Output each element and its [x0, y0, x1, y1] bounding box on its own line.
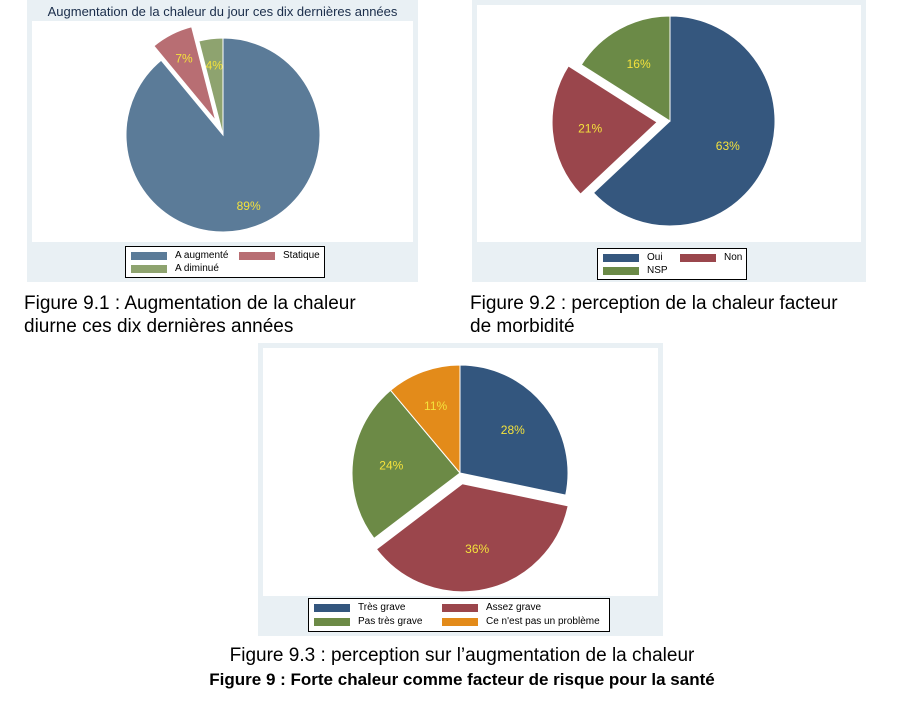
legend-label: Assez grave	[486, 602, 542, 613]
legend-swatch	[603, 254, 639, 262]
legend-swatch	[131, 265, 167, 273]
chart-2-plot-area: 63% 21% 16%	[477, 5, 861, 242]
chart-1-legend: A augmenté Statique A diminué	[125, 246, 325, 278]
legend-swatch	[442, 604, 478, 612]
chart-3-pie: 28% 36% 24% 11%	[351, 364, 569, 593]
chart-1-pie: 89% 7% 4%	[125, 26, 321, 233]
legend-swatch	[131, 252, 167, 260]
pie-slice-oui	[592, 15, 776, 227]
legend-label: Très grave	[358, 602, 406, 613]
pie-slice-statique	[153, 26, 217, 122]
legend-label: Pas très grave	[358, 616, 423, 627]
pie-data-label: 11%	[424, 399, 447, 413]
legend-label: A augmenté	[175, 250, 229, 261]
pie-data-label: 7%	[175, 52, 193, 66]
legend-label: NSP	[647, 265, 668, 276]
legend-swatch	[314, 618, 350, 626]
figure-9-2-caption-line-1: Figure 9.2 : perception de la chaleur fa…	[470, 293, 838, 314]
pie-data-label: 24%	[379, 458, 403, 472]
chart-1-panel: Augmentation de la chaleur du jour ces d…	[27, 0, 418, 282]
figure-9-1-caption-line-1: Figure 9.1 : Augmentation de la chaleur	[24, 293, 356, 314]
pie-data-label: 4%	[206, 59, 224, 73]
chart-3-panel: 28% 36% 24% 11% Très grave Assez grave Pas …	[258, 343, 663, 636]
chart-1-title: Augmentation de la chaleur du jour ces d…	[47, 4, 398, 19]
chart-2-panel: 63% 21% 16% Oui Non NSP	[472, 0, 866, 282]
pie-data-label: 16%	[627, 57, 651, 71]
pie-data-label: 21%	[578, 122, 602, 136]
legend-swatch	[442, 618, 478, 626]
legend-label: Ce n'est pas un problème	[486, 616, 600, 627]
pie-slice-tr-s-grave	[459, 364, 569, 496]
chart-3-legend: Très grave Assez grave Pas très grave Ce…	[308, 598, 610, 632]
pie-slice-pas-tr-s-grave	[351, 389, 461, 540]
legend-swatch	[239, 252, 275, 260]
chart-2-legend: Oui Non NSP	[597, 248, 747, 280]
chart-3-plot-area: 28% 36% 24% 11%	[263, 348, 658, 596]
legend-swatch	[603, 267, 639, 275]
legend-swatch	[314, 604, 350, 612]
legend-label: A diminué	[175, 263, 219, 274]
chart-2-pie: 63% 21% 16%	[551, 15, 776, 227]
pie-data-label: 28%	[501, 423, 525, 437]
legend-label: Non	[724, 252, 743, 263]
pie-data-label: 36%	[465, 542, 489, 556]
pie-slice-non	[551, 65, 658, 195]
figure-9-main-caption: Figure 9 : Forte chaleur comme facteur d…	[209, 670, 715, 689]
pie-slice-nsp	[580, 15, 671, 122]
figure-9-3-caption: Figure 9.3 : perception sur l’augmentati…	[229, 645, 695, 666]
legend-swatch	[680, 254, 716, 262]
pie-slice-a-diminu-	[198, 37, 224, 136]
legend-label: Oui	[647, 252, 663, 263]
pie-slice-ce-n-est-pas-un-probl-me	[389, 364, 461, 475]
chart-1-plot-area: 89% 7% 4%	[32, 21, 413, 242]
pie-data-label: 63%	[716, 139, 740, 153]
pie-slice-assez-grave	[375, 483, 569, 593]
figure-9-1-caption-line-2: diurne ces dix dernières années	[24, 316, 294, 337]
pie-data-label: 89%	[237, 199, 261, 213]
legend-label: Statique	[283, 250, 320, 261]
figure-9-2-caption-line-2: de morbidité	[470, 316, 575, 337]
